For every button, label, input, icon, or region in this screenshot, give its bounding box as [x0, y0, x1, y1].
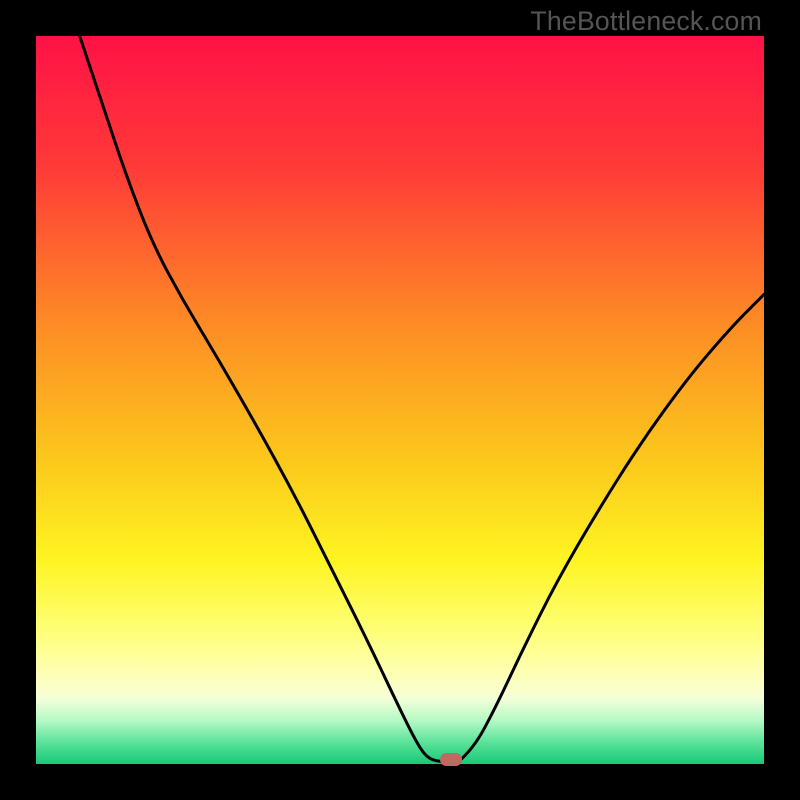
plot-area [36, 36, 764, 764]
curve-left-branch [80, 36, 444, 762]
optimum-marker [440, 753, 462, 766]
chart-canvas: TheBottleneck.com [0, 0, 800, 800]
watermark-text: TheBottleneck.com [530, 6, 762, 37]
curve-right-branch [458, 294, 764, 761]
bottleneck-curve [36, 36, 764, 764]
